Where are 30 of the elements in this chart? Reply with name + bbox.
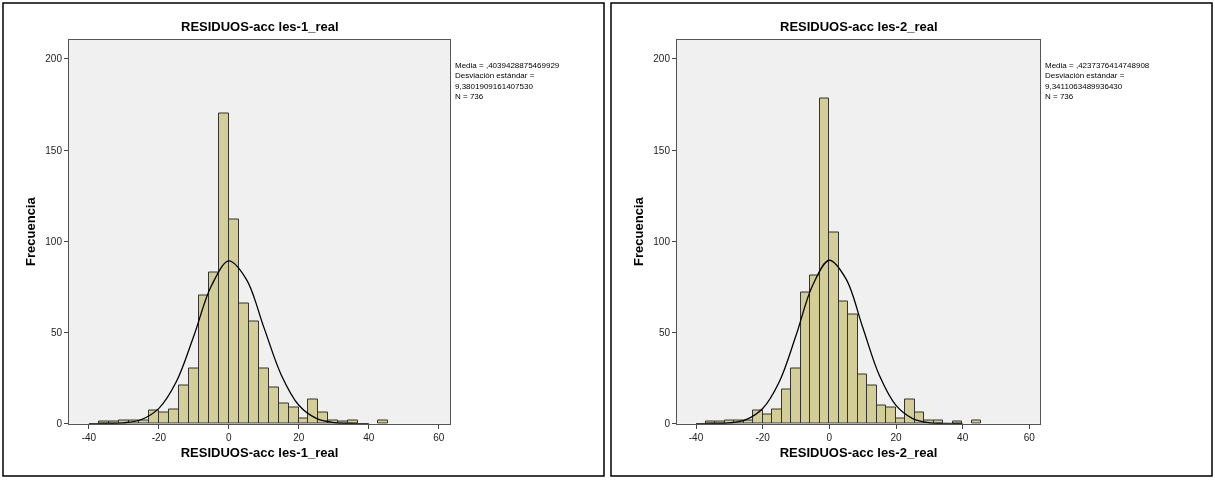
x-tick-label: 60: [1023, 431, 1036, 443]
x-tick-label: -40: [688, 431, 704, 443]
y-tick-label: 150: [653, 144, 671, 156]
y-tick-label: 50: [658, 326, 671, 338]
x-axis-title: RESIDUOS-acc les-2_real: [779, 445, 938, 461]
y-tick-label: 0: [664, 418, 671, 430]
x-tick-label: 0: [826, 431, 833, 443]
x-tick-label: -40: [81, 431, 97, 443]
y-tick-label: 200: [45, 53, 63, 65]
chart-title: RESIDUOS-acc les-1_real: [181, 19, 339, 34]
y-tick-label: 0: [56, 418, 63, 430]
x-tick-label: 20: [293, 431, 305, 443]
x-tick-label: 20: [890, 431, 902, 443]
x-axis-title: RESIDUOS-acc les-1_real: [180, 445, 339, 461]
text: Media = ,4039428875469929 Desviación estándar = 9,3801909161407530 N = 736: [455, 61, 560, 102]
x-tick-label: 40: [363, 431, 375, 443]
y-tick-label: 100: [653, 235, 671, 247]
x-tick-label: -20: [755, 431, 771, 443]
x-tick-label: 40: [957, 431, 969, 443]
x-tick-label: -20: [151, 431, 167, 443]
text: Media = ,4237376414748908 Desviación estándar = 9,3411063489936430 N = 736: [1045, 61, 1150, 102]
y-axis-title: Frecuencia: [23, 196, 39, 266]
chart-title: RESIDUOS-acc les-2_real: [780, 19, 938, 34]
y-tick-label: 100: [45, 235, 63, 247]
y-axis-title: Frecuencia: [631, 196, 647, 266]
y-tick-label: 200: [653, 53, 671, 65]
y-tick-label: 150: [45, 144, 63, 156]
x-tick-label: 0: [226, 431, 233, 443]
x-tick-label: 60: [433, 431, 445, 443]
y-tick-label: 50: [50, 326, 63, 338]
